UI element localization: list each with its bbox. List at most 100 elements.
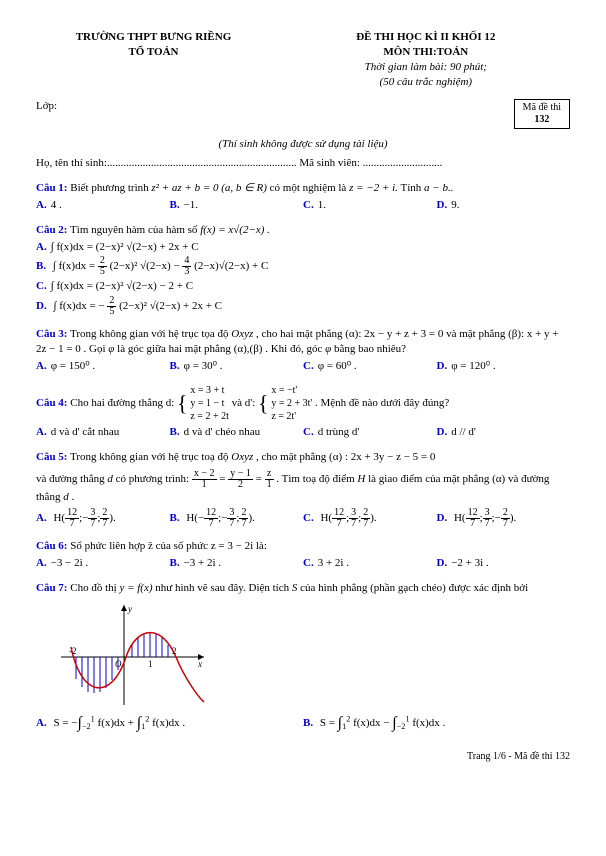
q2-opt-a: ∫ f(x)dx = (2−x)² √(2−x) + 2x + C <box>51 241 199 253</box>
q5-plane: (α) : 2x + 3y − z − 5 = 0 <box>329 451 435 463</box>
q7-text-c: của hình phẳng (phần gạch chéo) được xác… <box>300 582 528 594</box>
page-footer: Trang 1/6 - Mã đề thi 132 <box>36 750 570 764</box>
q7-opt-a: S = −∫−21 f(x)dx + ∫12 f(x)dx . <box>51 717 185 729</box>
q4-label: Câu 4: <box>36 397 67 409</box>
svg-text:y: y <box>127 604 132 614</box>
page-header: TRƯỜNG THPT BƯNG RIỀNG TỔ TOÁN ĐỀ THI HỌ… <box>36 30 570 89</box>
exam-code-box: Mã đề thi 132 <box>514 99 570 129</box>
class-label: Lớp: <box>36 99 57 114</box>
question-6: Câu 6: Số phức liên hợp z̄ của số phức z… <box>36 539 570 571</box>
q6-opt-d: −2 + 3i . <box>451 557 488 569</box>
exam-duration: Thời gian làm bài: 90 phút; <box>282 60 570 75</box>
q1-opt-a: 4 . <box>51 199 62 211</box>
q1-text-c: Tính <box>401 182 425 194</box>
q7-graph: y x O -2 1 2 <box>56 602 206 707</box>
q1-opt-d: 9. <box>451 199 459 211</box>
question-7: Câu 7: Cho đồ thị y = f(x) như hình vẽ s… <box>36 581 570 734</box>
q5-d2: d <box>63 491 69 503</box>
q6-label: Câu 6: <box>36 540 67 552</box>
q5-text-b: , cho mặt phẳng <box>256 451 326 463</box>
q3-text-e: . Khi đó, góc <box>265 343 325 355</box>
question-1: Câu 1: Biết phương trình z² + az + b = 0… <box>36 181 570 213</box>
q3-text-a: Trong không gian với hệ trục tọa độ <box>70 328 231 340</box>
q3-alpha: (α): 2x − y + z + 3 = 0 <box>345 328 443 340</box>
question-5: Câu 5: Trong không gian với hệ trục toạ … <box>36 450 570 530</box>
svg-text:-2: -2 <box>69 646 77 656</box>
q4-text: Cho hai đường thẳng d: <box>70 397 177 409</box>
question-4: Câu 4: Cho hai đường thẳng d: { x = 3 + … <box>36 384 570 440</box>
q5-text-c: và đường thẳng <box>36 473 107 485</box>
q2-opt-c: ∫ f(x)dx = (2−x)² √(2−x) − 2 + C <box>51 280 193 292</box>
q7-S: S <box>292 582 298 594</box>
q5-d: d <box>107 473 113 485</box>
q7-yfx: y = f(x) <box>119 582 152 594</box>
q3-opt-d: φ = 120⁰ . <box>451 360 495 372</box>
q6-opt-c: 3 + 2i . <box>318 557 349 569</box>
q1-ask: a − b.. <box>424 182 453 194</box>
exam-title-2: MÔN THI:TOÁN <box>282 45 570 60</box>
q1-eq: z² + az + b = 0 (a, b ∈ R) <box>151 182 267 194</box>
exam-code-label: Mã đề thi <box>523 102 561 114</box>
q5-opt-c: H(127;37;27). <box>318 512 377 524</box>
q2-fx: f(x) = x√(2−x) . <box>200 224 270 236</box>
q5-text-a: Trong không gian với hệ trục toạ độ <box>70 451 231 463</box>
q2-text: Tìm nguyên hàm của hàm số <box>70 224 200 236</box>
svg-text:x: x <box>197 659 202 669</box>
q5-opt-a: H(127;−37;27). <box>51 512 116 524</box>
q3-ab: (α),(β) <box>234 343 263 355</box>
q7-text-a: Cho đồ thị <box>70 582 119 594</box>
exam-title-1: ĐỀ THI HỌC KÌ II KHỐI 12 <box>282 30 570 45</box>
q3-text-c: . Gọi <box>84 343 109 355</box>
svg-text:O: O <box>115 659 122 669</box>
q3-text-b: , cho hai mặt phẳng <box>256 328 345 340</box>
q3-text-f: bằng bao nhiêu? <box>334 343 406 355</box>
school-name: TRƯỜNG THPT BƯNG RIỀNG <box>36 30 271 45</box>
q1-text-b: có một nghiệm là <box>270 182 349 194</box>
q5-opt-b: H(−127;−37;27). <box>184 512 255 524</box>
q7-opt-b: S = ∫12 f(x)dx − ∫−21 f(x)dx . <box>317 717 445 729</box>
q4-opt-d: d // d' <box>451 426 476 438</box>
school-block: TRƯỜNG THPT BƯNG RIỀNG TỔ TOÁN <box>36 30 271 89</box>
question-3: Câu 3: Trong không gian với hệ trục tọa … <box>36 327 570 374</box>
q4-system-d2: x = −t' y = 2 + 3t' z = 2t' <box>271 384 312 423</box>
q3-phi: φ <box>108 343 114 355</box>
q5-H: H <box>357 473 365 485</box>
q1-text-a: Biết phương trình <box>70 182 151 194</box>
q4-tail: . Mệnh đề nào dưới đây đúng? <box>315 397 449 409</box>
q1-opt-c: 1. <box>318 199 326 211</box>
q4-system-d: x = 3 + t y = 1 − t z = 2 + 2t <box>190 384 229 423</box>
q3-text-d: là góc giữa hai mặt phẳng <box>117 343 234 355</box>
q7-label: Câu 7: <box>36 582 67 594</box>
q6-opt-a: −3 − 2i . <box>51 557 88 569</box>
q5-text-f: là giao điểm của mặt phẳng <box>368 473 492 485</box>
exam-code-number: 132 <box>523 114 561 126</box>
q5-opt-d: H(127;37;−27). <box>451 512 516 524</box>
q6-text: Số phức liên hợp z̄ của số phức z = 3 − … <box>70 540 267 552</box>
q1-label: Câu 1: <box>36 182 67 194</box>
svg-text:2: 2 <box>172 646 177 656</box>
q2-label: Câu 2: <box>36 224 67 236</box>
q4-opt-c: d trùng d' <box>318 426 360 438</box>
q5-text-d: có phương trình: <box>116 473 192 485</box>
q2-opt-b: ∫ f(x)dx = 25 (2−x)² √(2−x) − 43 (2−x)√(… <box>50 260 268 272</box>
q4-opt-a: d và d' cắt nhau <box>51 426 120 438</box>
q5-alpha2: (α) <box>492 473 505 485</box>
student-name-line: Họ, tên thí sinh:.......................… <box>36 156 570 171</box>
svg-text:1: 1 <box>148 659 153 669</box>
q1-opt-b: −1. <box>184 199 198 211</box>
q1-root: z = −2 + i. <box>349 182 398 194</box>
q3-opt-a: φ = 150⁰ . <box>51 360 95 372</box>
q6-opt-b: −3 + 2i . <box>184 557 221 569</box>
q3-label: Câu 3: <box>36 328 67 340</box>
q3-opt-c: φ = 60⁰ . <box>318 360 357 372</box>
q2-opt-d: ∫ f(x)dx = − 25 (2−x)² √(2−x) + 2x + C <box>51 300 222 312</box>
q4-mid: và d': <box>232 397 258 409</box>
q5-label: Câu 5: <box>36 451 67 463</box>
q3-oxyz: Oxyz <box>231 328 253 340</box>
q7-text-b: như hình vẽ sau đây. Diện tích <box>155 582 292 594</box>
exam-count: (50 câu trắc nghiệm) <box>282 75 570 90</box>
q4-opt-b: d và d' chéo nhau <box>184 426 261 438</box>
q5-text-e: . Tìm toạ độ điểm <box>276 473 357 485</box>
exam-title-block: ĐỀ THI HỌC KÌ II KHỐI 12 MÔN THI:TOÁN Th… <box>282 30 570 89</box>
no-materials-note: (Thí sinh không được sử dụng tài liệu) <box>36 137 570 152</box>
